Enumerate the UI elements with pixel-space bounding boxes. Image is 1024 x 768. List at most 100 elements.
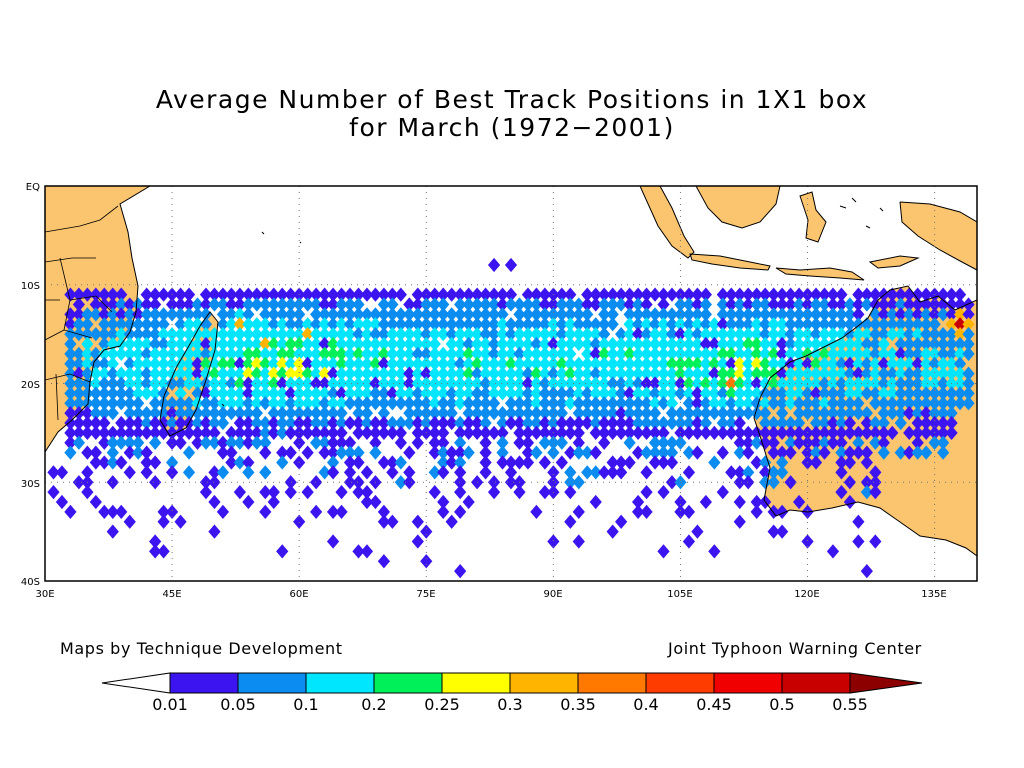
density-cell — [140, 356, 153, 371]
density-cell — [674, 475, 687, 490]
density-cell — [716, 376, 729, 391]
density-cell — [64, 396, 77, 411]
density-cell — [106, 475, 119, 490]
density-cell — [843, 415, 857, 431]
density-cell — [920, 317, 933, 332]
density-cell — [920, 346, 933, 361]
density-cell — [394, 366, 407, 381]
density-cell — [208, 425, 221, 440]
density-cell — [733, 396, 746, 411]
density-cell — [886, 307, 899, 322]
density-cell — [606, 346, 619, 361]
density-cell — [674, 336, 687, 352]
density-cell — [801, 386, 814, 401]
density-cell — [259, 317, 272, 332]
density-cell — [225, 386, 238, 401]
density-cell — [64, 336, 77, 352]
density-cell — [521, 415, 535, 431]
density-cell — [216, 366, 230, 381]
density-cell — [360, 485, 374, 500]
density-cell — [98, 455, 111, 470]
density-cell — [106, 396, 119, 411]
density-cell — [759, 297, 772, 312]
density-cell — [835, 376, 848, 391]
density-cell — [208, 396, 221, 411]
density-cell — [343, 366, 357, 381]
density-cell — [767, 336, 780, 352]
density-cell — [242, 307, 255, 322]
density-cell — [581, 366, 594, 381]
density-cell — [521, 406, 535, 421]
density-cell — [208, 406, 221, 421]
density-cell — [725, 366, 738, 381]
density-cell — [886, 386, 899, 401]
density-cell — [259, 425, 272, 440]
density-cell — [89, 346, 102, 361]
density-cell — [81, 307, 94, 322]
density-cell — [691, 524, 704, 539]
density-cell — [276, 406, 289, 421]
density-cell — [394, 435, 407, 450]
density-cell — [742, 356, 755, 371]
density-cell — [547, 415, 560, 431]
density-cell — [403, 396, 416, 411]
density-cell — [318, 366, 331, 381]
density-cell — [606, 524, 619, 539]
density-cell — [538, 287, 551, 302]
density-cell — [326, 435, 340, 450]
density-cell — [852, 327, 865, 342]
density-cell — [326, 445, 340, 460]
density-cell — [106, 356, 119, 371]
density-cell — [411, 425, 424, 440]
density-cell — [716, 406, 729, 421]
density-cell — [682, 287, 696, 302]
density-cell — [818, 327, 831, 342]
density-cell — [174, 406, 187, 421]
density-cell — [598, 376, 611, 391]
small-islands — [221, 197, 884, 407]
density-cell — [682, 366, 696, 381]
density-cell — [513, 297, 526, 312]
density-cell — [242, 465, 255, 480]
timor-landmass — [870, 256, 918, 268]
density-cell — [894, 445, 907, 460]
density-cell — [242, 455, 255, 470]
density-cell — [149, 435, 162, 450]
density-cell — [767, 445, 780, 460]
density-cell — [471, 356, 484, 371]
density-cell — [377, 307, 391, 322]
density-cell — [564, 287, 577, 302]
density-cell — [547, 435, 560, 450]
density-cell — [547, 336, 560, 352]
density-cell — [835, 435, 848, 450]
density-cell — [843, 307, 857, 322]
density-cell — [98, 336, 111, 352]
density-cell — [301, 386, 314, 401]
density-cell — [157, 396, 170, 411]
density-cell — [648, 356, 662, 371]
density-cell — [826, 376, 840, 391]
density-cell — [216, 346, 230, 361]
density-cell — [530, 356, 543, 371]
density-cell — [564, 445, 577, 460]
density-cell — [411, 396, 424, 411]
density-cell — [310, 346, 323, 361]
density-cell — [242, 356, 255, 371]
density-cell — [216, 297, 230, 312]
density-cell — [869, 415, 882, 431]
density-cell — [894, 307, 907, 322]
density-cell — [733, 297, 746, 312]
density-cell — [674, 297, 687, 312]
density-cell — [437, 356, 450, 371]
density-cell — [852, 366, 865, 381]
density-cell — [454, 297, 467, 312]
density-cell — [691, 366, 704, 381]
density-cell — [293, 406, 306, 421]
density-cell — [301, 327, 314, 342]
density-cell — [615, 346, 628, 361]
density-cell — [894, 396, 907, 411]
density-cell — [89, 366, 102, 381]
density-cell — [140, 307, 153, 322]
density-cell — [792, 494, 806, 510]
density-cell — [157, 544, 170, 559]
